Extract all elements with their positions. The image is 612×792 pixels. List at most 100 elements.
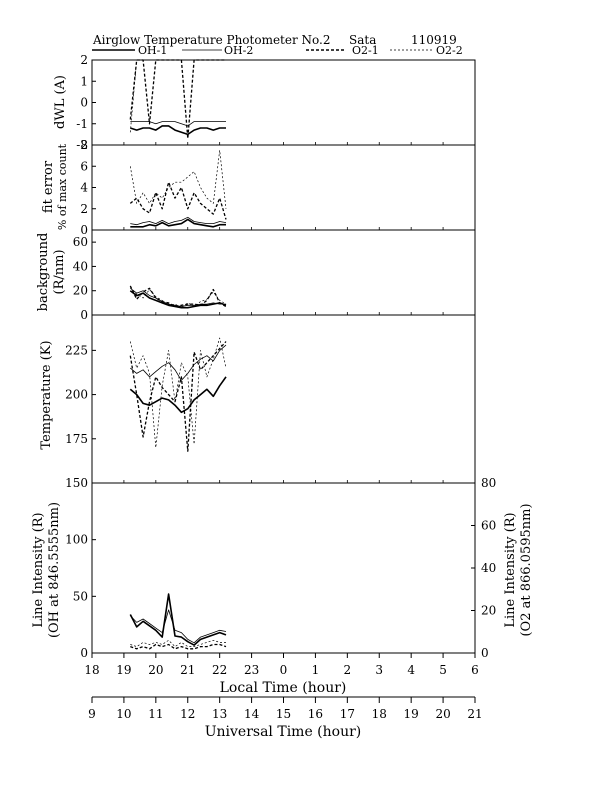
ytick-label-fit: 6 <box>80 159 88 173</box>
ylabel-dwl: dWL (A) <box>53 75 68 129</box>
xtick-local-label: 23 <box>244 663 259 677</box>
xtick-universal-label: 16 <box>308 707 323 721</box>
ytick-label-temp: 175 <box>65 432 88 446</box>
xtick-local-label: 20 <box>148 663 163 677</box>
series-int-o2-2 <box>130 639 226 647</box>
xtick-universal-label: 21 <box>467 707 482 721</box>
series-bg-o2-2 <box>130 286 227 309</box>
xtick-local-label: 21 <box>180 663 195 677</box>
xtick-local-label: 0 <box>280 663 288 677</box>
ytick-label-bg: 20 <box>73 284 88 298</box>
xtick-universal-label: 19 <box>404 707 419 721</box>
ytick-label-fit: 2 <box>80 202 88 216</box>
xtick-universal-label: 11 <box>148 707 163 721</box>
ytick-label-dwl: 2 <box>80 53 88 67</box>
universal-time-axis-label: Universal Time (hour) <box>205 724 362 740</box>
xtick-local-label: 3 <box>375 663 383 677</box>
series-temp-o2-2 <box>129 337 227 448</box>
xtick-local-label: 18 <box>84 663 99 677</box>
xtick-universal-label: 18 <box>372 707 387 721</box>
ylabel-dwl-line1: dWL (A) <box>53 75 68 129</box>
axis-ticks: 210-1-2864206040200225200175150100500806… <box>65 53 496 721</box>
series-int-o2-1 <box>130 643 227 650</box>
ytick-right-label-int: 40 <box>481 561 496 575</box>
series-fit-oh-2 <box>130 216 227 226</box>
local-time-axis-label: Local Time (hour) <box>220 680 347 696</box>
ylabel-temp: Temperature (K) <box>39 340 54 449</box>
series-bg-o2-1 <box>129 285 227 308</box>
legend-label-oh-1: OH-1 <box>138 44 167 57</box>
station-name: Sata <box>349 33 376 47</box>
xtick-universal-label: 13 <box>212 707 227 721</box>
ylabel-int-right-line2: (O2 at 866.0595nm) <box>519 503 534 636</box>
ytick-right-label-int: 60 <box>481 519 496 533</box>
series-dwl-o2-2 <box>129 59 226 133</box>
ylabel-bg: background (R/nm) <box>36 233 67 312</box>
ytick-label-dwl: 0 <box>80 96 88 110</box>
ytick-label-fit: 0 <box>80 223 88 237</box>
data-series <box>129 59 227 650</box>
series-int-oh-1 <box>129 593 227 646</box>
series-temp-o2-1 <box>129 341 227 452</box>
xtick-universal-label: 9 <box>88 707 96 721</box>
panel-fit-frame <box>91 144 476 231</box>
xtick-local-label: 6 <box>471 663 479 677</box>
xtick-local-label: 5 <box>439 663 447 677</box>
ytick-label-temp: 200 <box>65 388 88 402</box>
panel-bg-frame <box>91 229 476 316</box>
ytick-label-bg: 40 <box>73 259 88 273</box>
panel-temp-frame <box>91 314 476 484</box>
ylabel-int-left-line1: Line Intensity (R) <box>31 512 46 627</box>
panel-dwl-frame <box>91 59 476 146</box>
legend-label-o2-1: O2-1 <box>352 44 379 57</box>
xtick-universal-label: 15 <box>276 707 291 721</box>
ytick-label-bg: 0 <box>80 308 88 322</box>
ylabel-int-right-line1: Line Intensity (R) <box>503 512 518 627</box>
xtick-local-label: 2 <box>344 663 352 677</box>
xtick-universal-label: 14 <box>244 707 260 721</box>
series-fit-o2-1 <box>129 181 227 220</box>
ytick-right-label-int: 80 <box>481 476 496 490</box>
ytick-label-temp: 225 <box>65 343 88 357</box>
ylabel-int-left-line2: (OH at 846.5555nm) <box>47 502 62 638</box>
series-temp-oh-1 <box>129 376 227 414</box>
ytick-label-dwl: -2 <box>76 138 88 152</box>
ytick-label-fit: 8 <box>80 138 88 152</box>
legend-label-oh-2: OH-2 <box>224 44 253 57</box>
ytick-right-label-int: 20 <box>481 604 496 618</box>
ylabel-temp-line1: Temperature (K) <box>39 340 54 449</box>
legend: OH-1 OH-2 O2-1 O2-2 <box>92 44 463 57</box>
xtick-universal-label: 12 <box>180 707 195 721</box>
ylabel-int-left: Line Intensity (R) (OH at 846.5555nm) <box>31 502 62 638</box>
ytick-label-int: 50 <box>73 589 88 603</box>
panel-int-frame <box>91 482 476 654</box>
ytick-label-fit: 4 <box>80 181 88 195</box>
series-fit-oh-1 <box>130 218 226 228</box>
series-dwl-o2-1 <box>129 59 226 140</box>
ylabel-fit: fit error % of max count <box>41 143 69 230</box>
ytick-right-label-int: 0 <box>481 646 489 660</box>
ytick-label-int: 150 <box>65 476 88 490</box>
ytick-label-dwl: 1 <box>80 74 88 88</box>
xtick-universal-label: 17 <box>340 707 355 721</box>
legend-label-o2-2: O2-2 <box>436 44 463 57</box>
series-int-oh-2 <box>130 609 227 644</box>
xtick-local-label: 1 <box>312 663 320 677</box>
series-dwl-oh-2 <box>130 121 226 127</box>
xtick-local-label: 22 <box>212 663 227 677</box>
ylabel-fit-line2: % of max count <box>56 143 69 230</box>
ytick-label-dwl: -1 <box>76 117 88 131</box>
series-dwl-oh-1 <box>130 125 226 136</box>
ytick-label-bg: 60 <box>73 235 88 249</box>
xtick-universal-label: 20 <box>435 707 450 721</box>
figure-title: Airglow Temperature Photometer No.2 <box>92 33 331 47</box>
series-bg-oh-1 <box>129 290 227 309</box>
ytick-label-int: 0 <box>80 646 88 660</box>
xtick-local-label: 4 <box>407 663 415 677</box>
xtick-universal-label: 10 <box>116 707 131 721</box>
ylabel-int-right: Line Intensity (R) (O2 at 866.0595nm) <box>503 503 534 636</box>
series-temp-oh-2 <box>130 344 227 381</box>
ylabel-fit-line1: fit error <box>41 160 56 213</box>
date-code: 110919 <box>411 33 457 47</box>
